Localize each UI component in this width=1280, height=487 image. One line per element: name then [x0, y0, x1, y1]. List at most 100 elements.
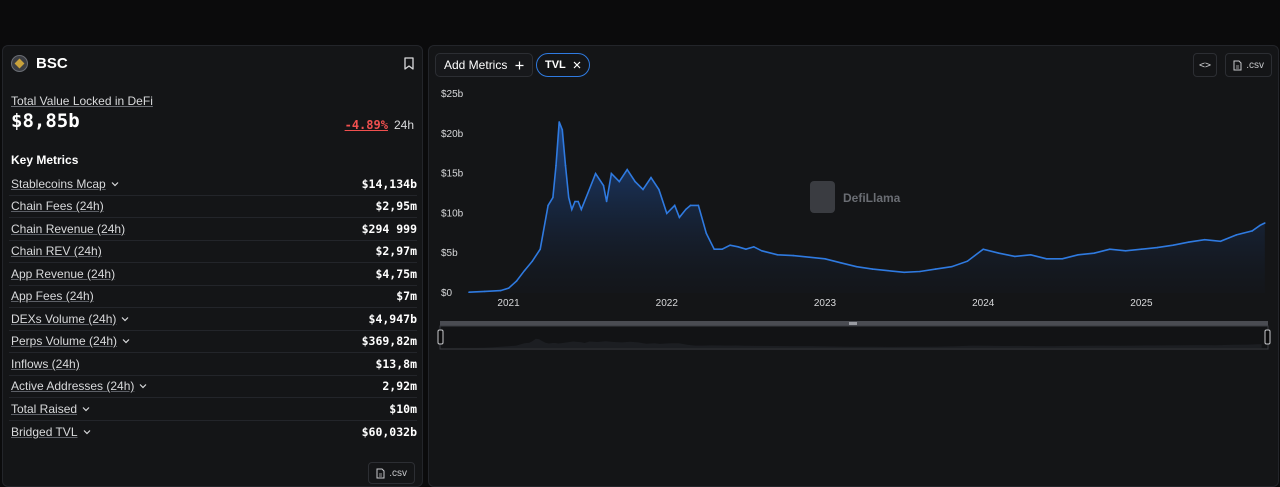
key-metrics-title: Key Metrics [11, 153, 79, 167]
metric-label[interactable]: Chain REV (24h) [11, 244, 102, 258]
tvl-data-point [737, 246, 739, 248]
tvl-data-point [618, 180, 621, 183]
tvl-data-point [871, 268, 874, 270]
tvl-data-point [1014, 255, 1016, 258]
metric-label[interactable]: App Revenue (24h) [11, 267, 115, 281]
tvl-data-point [1045, 258, 1048, 260]
close-icon[interactable] [573, 61, 581, 69]
tvl-data-point [1251, 230, 1253, 232]
metric-label[interactable]: Chain Revenue (24h) [11, 222, 125, 236]
watermark-text: DefiLlama [843, 191, 901, 205]
tvl-chart[interactable]: $0 $5b $10b $15b $20b $25b 2021 2022 2023 2024 20… [429, 84, 1278, 394]
embed-code-button[interactable]: <> [1193, 53, 1217, 77]
tvl-data-point [760, 250, 763, 252]
tvl-data-point [934, 268, 937, 270]
y-tick-label: $15b [441, 169, 464, 180]
csv-download-button[interactable]: .csv [368, 462, 415, 484]
add-metrics-button[interactable]: Add Metrics [435, 53, 534, 77]
metric-label-text: Active Addresses (24h) [11, 379, 135, 394]
metric-label[interactable]: Total Raised [11, 402, 90, 416]
metric-row: Chain Revenue (24h) $294 999 [9, 218, 417, 241]
top-bar [0, 0, 1280, 44]
metric-label-text: Perps Volume (24h) [11, 334, 118, 349]
metric-value: $60,032b [361, 424, 417, 439]
tvl-data-point [705, 232, 708, 235]
metric-label[interactable]: App Fees (24h) [11, 289, 94, 303]
y-tick-label: $20b [441, 129, 464, 140]
y-tick-label: $0 [441, 288, 453, 299]
tvl-data-point [1109, 248, 1111, 250]
metric-value: $13,8m [375, 356, 417, 371]
tvl-data-point [634, 180, 636, 183]
embed-code-icon: <> [1198, 59, 1212, 71]
tvl-data-point [721, 248, 723, 250]
tvl-data-point [792, 254, 795, 257]
tvl-data-point [507, 287, 510, 289]
metric-label[interactable]: Active Addresses (24h) [11, 379, 147, 393]
key-metrics-list: Stablecoins Mcap $14,134b Chain Fees (24h)… [9, 173, 417, 443]
bookmark-icon[interactable] [404, 57, 414, 70]
metric-value: $7m [396, 289, 417, 304]
tvl-data-point [571, 208, 573, 211]
tvl-data-point [605, 200, 608, 203]
tvl-area-fill [469, 121, 1265, 294]
tvl-data-point [577, 200, 579, 203]
tvl-data-point [713, 248, 715, 250]
chevron-down-icon[interactable] [83, 428, 91, 436]
metric-value: $369,82m [361, 334, 417, 349]
tvl-data-point [1156, 246, 1158, 249]
tvl-data-point [1061, 258, 1064, 260]
slider-mini-area [443, 338, 1262, 348]
chevron-down-icon[interactable] [111, 180, 119, 188]
tvl-change: -4.89% 24h [345, 118, 414, 132]
bsc-logo-icon [11, 55, 28, 72]
range-slider[interactable] [437, 321, 1271, 350]
tvl-value: $8,85b [11, 110, 80, 132]
tvl-chip-label: TVL [545, 59, 566, 71]
metric-label[interactable]: Perps Volume (24h) [11, 334, 130, 348]
tvl-data-point [998, 252, 1000, 254]
metric-value: $294 999 [361, 221, 417, 236]
metric-row: Stablecoins Mcap $14,134b [9, 173, 417, 196]
chart-csv-download-button[interactable]: .csv [1225, 53, 1272, 77]
tvl-data-point [903, 271, 905, 274]
chevron-down-icon[interactable] [122, 337, 130, 345]
tvl-data-point [753, 246, 755, 248]
metric-label-text: Bridged TVL [11, 424, 78, 439]
tvl-data-point [552, 196, 554, 199]
tvl-data-point [1093, 252, 1095, 254]
slider-grip-icon[interactable] [849, 322, 857, 325]
slider-right-handle[interactable] [1264, 329, 1271, 345]
tvl-metric-chip[interactable]: TVL [536, 53, 590, 77]
metric-label[interactable]: Bridged TVL [11, 425, 91, 439]
tvl-change-percent: -4.89% [344, 118, 388, 132]
tvl-data-point [697, 204, 700, 207]
metric-label-text: Inflows (24h) [11, 356, 80, 371]
tvl-data-point [523, 269, 526, 272]
x-tick-label: 2025 [1130, 298, 1153, 309]
llama-logo-icon [810, 181, 835, 213]
tvl-data-point [689, 204, 692, 207]
tvl-data-point [586, 192, 589, 195]
slider-left-handle[interactable] [437, 329, 444, 345]
metric-value: $2,95m [375, 199, 417, 214]
metric-label-text: Stablecoins Mcap [11, 176, 106, 191]
tvl-data-point [558, 121, 560, 123]
tvl-label[interactable]: Total Value Locked in DeFi [11, 94, 153, 108]
metric-label[interactable]: Stablecoins Mcap [11, 177, 119, 191]
x-tick-label: 2021 [497, 298, 520, 309]
tvl-data-point [1140, 248, 1143, 250]
chevron-down-icon[interactable] [139, 382, 147, 390]
metric-row: App Fees (24h) $7m [9, 286, 417, 308]
chevron-down-icon[interactable] [121, 315, 129, 323]
metric-label[interactable]: Inflows (24h) [11, 357, 80, 371]
metric-row: Active Addresses (24h) 2,92m [9, 376, 417, 398]
metric-value: $4,75m [375, 266, 417, 281]
tvl-data-point [678, 216, 681, 219]
chevron-down-icon[interactable] [82, 405, 90, 413]
metric-row: Bridged TVL $60,032b [9, 421, 417, 444]
metric-label[interactable]: Chain Fees (24h) [11, 199, 104, 213]
metric-value: $2,97m [375, 244, 417, 259]
metric-label[interactable]: DEXs Volume (24h) [11, 312, 129, 326]
csv-label: .csv [1246, 59, 1264, 71]
